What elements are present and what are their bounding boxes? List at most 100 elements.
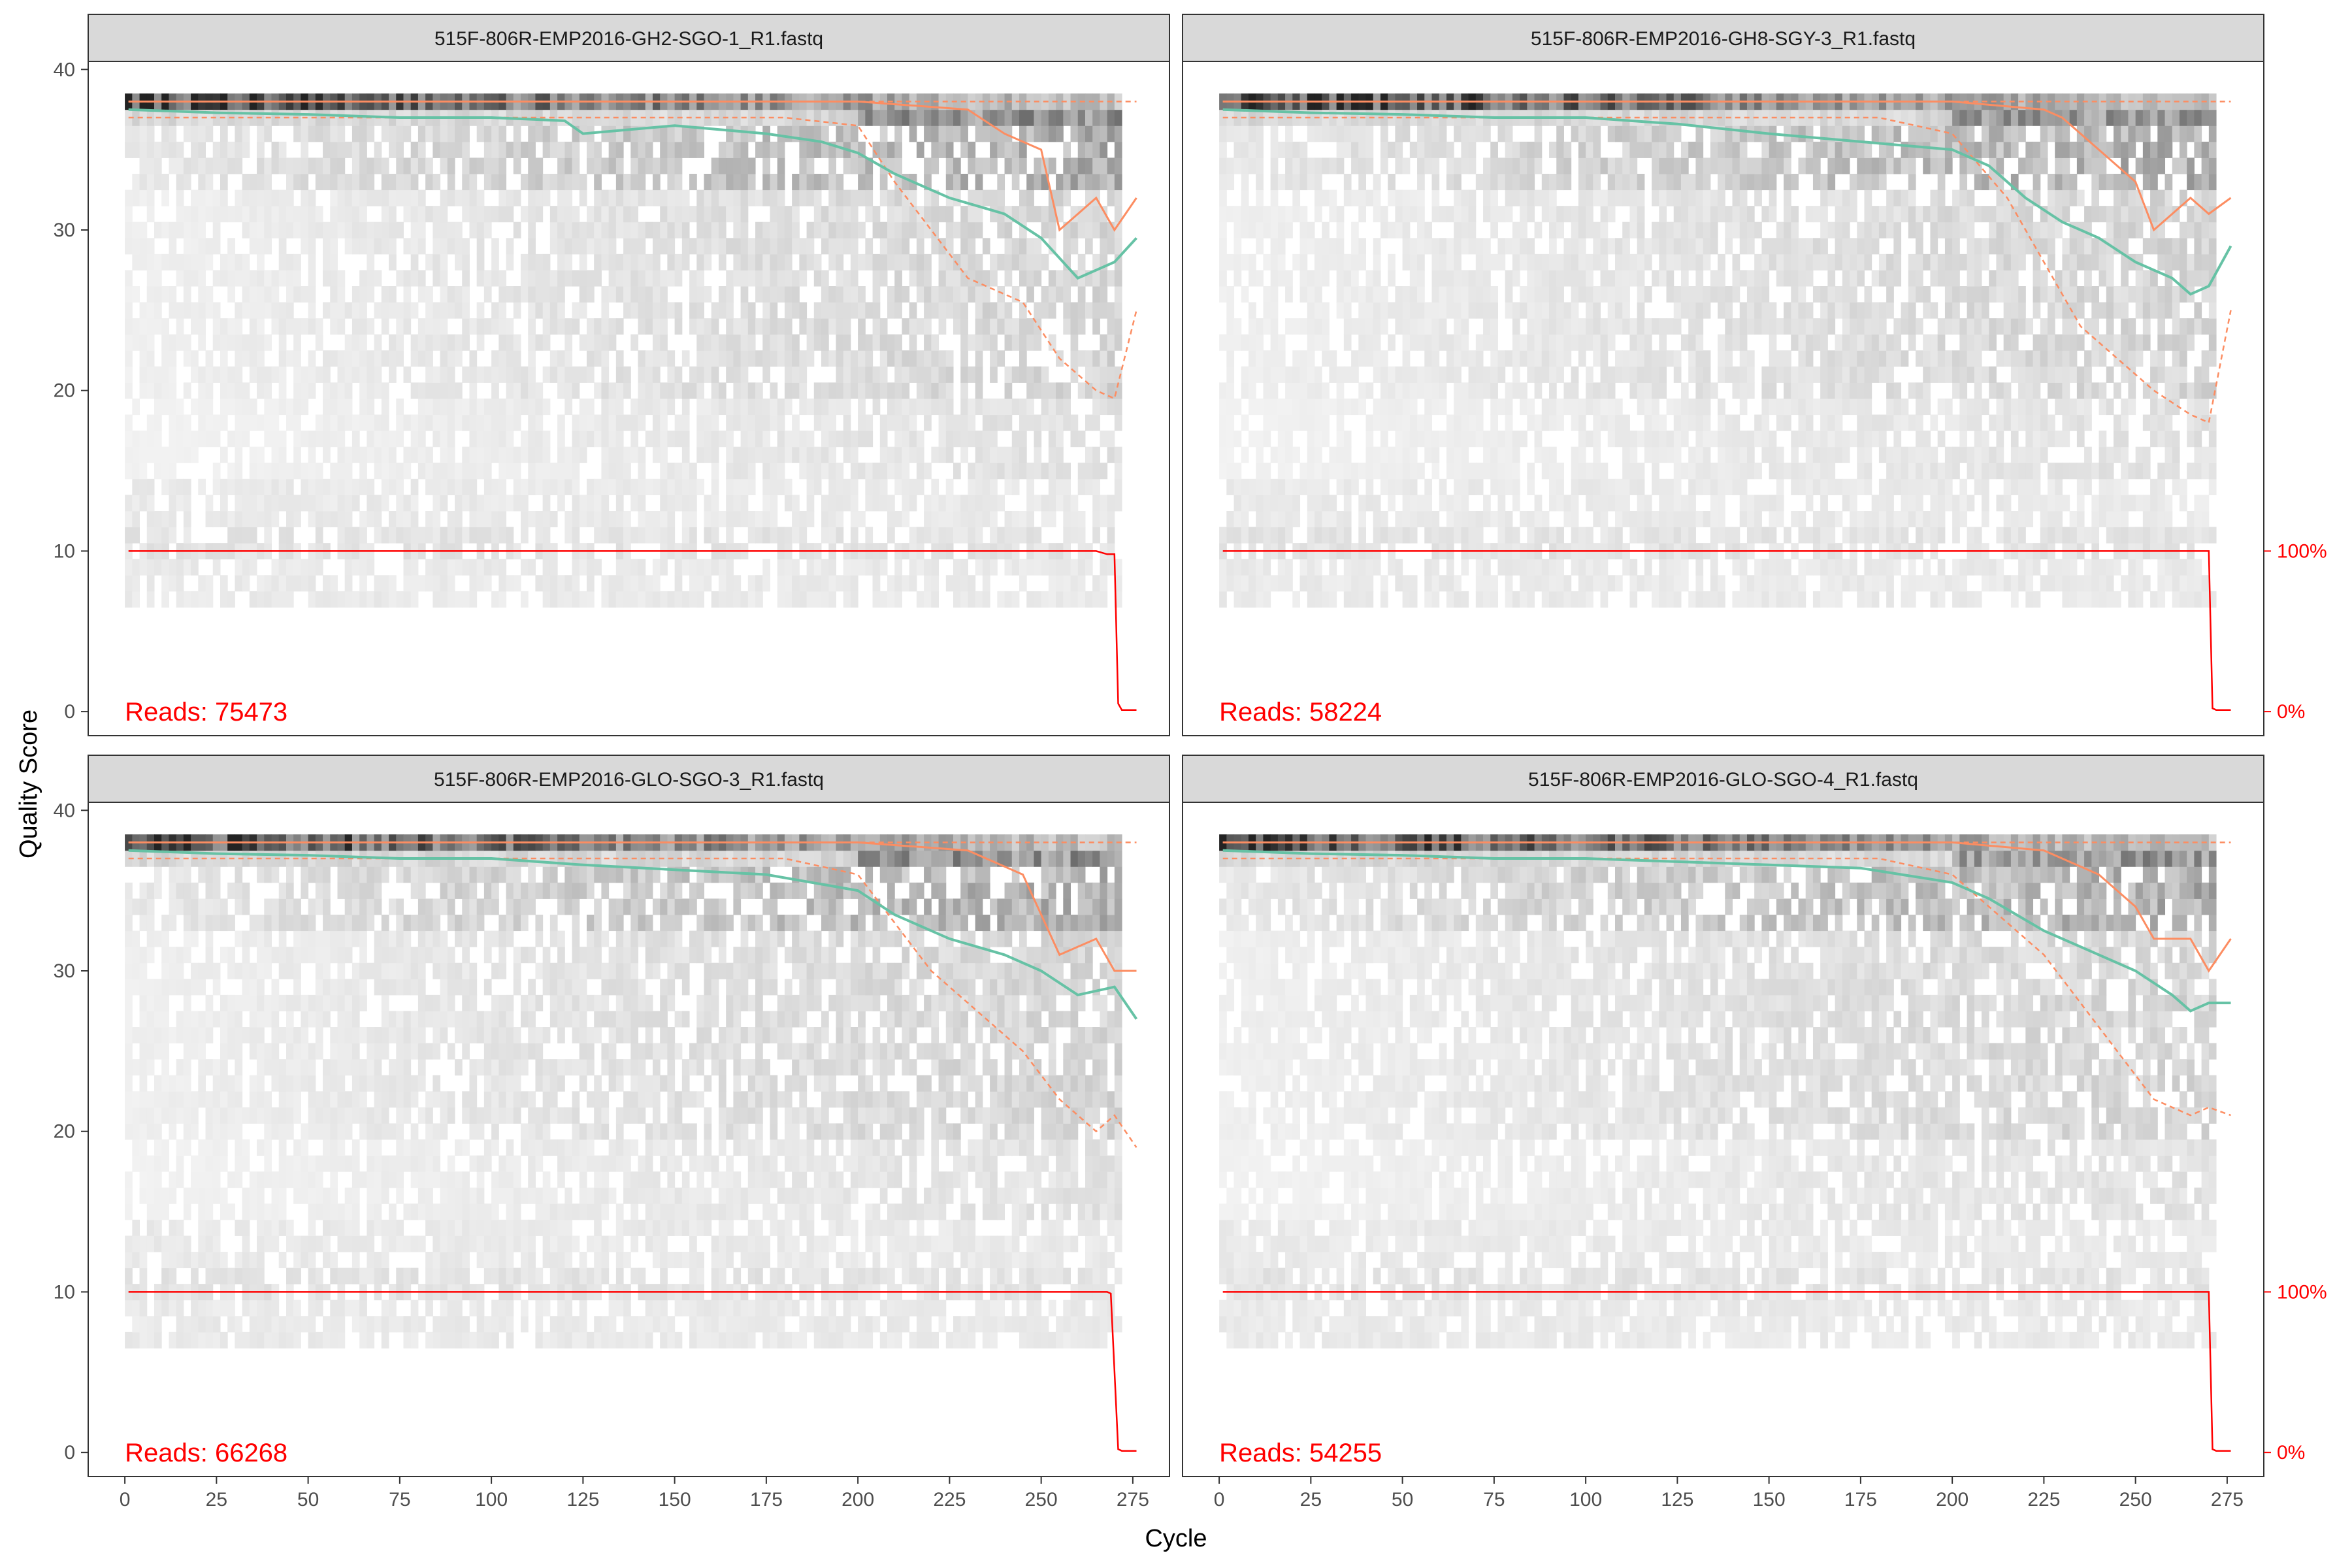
heatmap-cell — [513, 399, 521, 416]
heatmap-cell — [916, 286, 924, 303]
heatmap-cell — [1092, 414, 1100, 431]
heatmap-cell — [1011, 157, 1020, 174]
heatmap-cell — [1593, 431, 1601, 448]
heatmap-cell — [770, 446, 778, 463]
heatmap-cell — [146, 414, 155, 431]
heatmap-cell — [2084, 414, 2092, 431]
heatmap-cell — [1263, 431, 1271, 448]
heatmap-cell — [1417, 414, 1425, 431]
heatmap-cell — [220, 334, 228, 351]
heatmap-cell — [579, 431, 587, 448]
heatmap-cell — [564, 174, 573, 191]
heatmap-cell — [623, 238, 631, 255]
heatmap-cell — [975, 189, 983, 206]
heatmap-cell — [491, 253, 499, 270]
heatmap-cell — [1056, 93, 1064, 110]
heatmap-cell — [1070, 270, 1079, 287]
heatmap-cell — [843, 399, 851, 416]
heatmap-cell — [828, 382, 836, 399]
heatmap-cell — [1996, 399, 2004, 416]
heatmap-cell — [1100, 511, 1108, 528]
heatmap-cell — [242, 478, 250, 495]
heatmap-cell — [1468, 463, 1477, 480]
heatmap-cell — [586, 511, 595, 528]
heatmap-cell — [608, 253, 617, 270]
heatmap-cell — [865, 174, 874, 191]
heatmap-cell — [953, 270, 961, 287]
heatmap-cell — [476, 414, 485, 431]
heatmap-cell — [997, 414, 1005, 431]
heatmap-cell — [645, 591, 653, 608]
heatmap-cell — [1835, 431, 1843, 448]
heatmap-cell — [674, 206, 683, 223]
heatmap-cell — [1019, 238, 1027, 255]
heatmap-cell — [447, 125, 455, 142]
heatmap-cell — [615, 575, 624, 592]
heatmap-cell — [615, 174, 624, 191]
heatmap-cell — [425, 366, 433, 383]
heatmap-cell — [1365, 414, 1374, 431]
heatmap-cell — [997, 189, 1005, 206]
heatmap-cell — [1100, 206, 1108, 223]
heatmap-cell — [792, 591, 800, 608]
heatmap-cell — [755, 221, 763, 238]
heatmap-cell — [1520, 559, 1527, 576]
heatmap-cell — [1871, 366, 1880, 383]
heatmap-cell — [146, 366, 155, 383]
heatmap-cell — [308, 575, 316, 592]
heatmap-cell — [278, 446, 287, 463]
heatmap-cell — [960, 446, 968, 463]
heatmap-cell — [1967, 495, 1975, 512]
heatmap-cell — [564, 478, 573, 495]
heatmap-cell — [1011, 431, 1020, 448]
heatmap-cell — [2194, 495, 2202, 512]
heatmap-cell — [660, 414, 668, 431]
heatmap-cell — [513, 334, 521, 351]
heatmap-cell — [733, 141, 742, 158]
heatmap-cell — [740, 495, 749, 512]
heatmap-cell — [975, 206, 983, 223]
heatmap-cell — [711, 399, 719, 416]
heatmap-cell — [1850, 382, 1857, 399]
heatmap-cell — [323, 270, 331, 287]
heatmap-cell — [1871, 559, 1880, 576]
heatmap-cell — [403, 302, 412, 319]
heatmap-cell — [1343, 527, 1352, 544]
heatmap-cell — [762, 238, 770, 255]
heatmap-cell — [278, 399, 287, 416]
heatmap-cell — [1835, 382, 1843, 399]
heatmap-cell — [652, 527, 661, 544]
heatmap-cell — [1322, 463, 1330, 480]
heatmap-cell — [982, 157, 990, 174]
heatmap-cell — [220, 575, 228, 592]
heatmap-cell — [359, 174, 367, 191]
heatmap-cell — [572, 141, 580, 158]
heatmap-cell — [476, 253, 485, 270]
heatmap-cell — [425, 318, 433, 335]
heatmap-cell — [990, 478, 998, 495]
heatmap-cell — [1490, 478, 1498, 495]
heatmap-cell — [242, 109, 250, 126]
heatmap-cell — [1270, 382, 1279, 399]
heatmap-cell — [1952, 414, 1960, 431]
heatmap-cell — [638, 511, 646, 528]
heatmap-cell — [564, 591, 573, 608]
heatmap-cell — [1322, 431, 1330, 448]
heatmap-cell — [638, 270, 646, 287]
heatmap-cell — [2150, 511, 2158, 528]
heatmap-cell — [1388, 527, 1396, 544]
heatmap-cell — [1746, 463, 1755, 480]
heatmap-cell — [1063, 189, 1071, 206]
heatmap-cell — [652, 431, 661, 448]
heatmap-cell — [1857, 350, 1865, 367]
heatmap-cell — [652, 350, 661, 367]
heatmap-cell — [813, 559, 822, 576]
heatmap-cell — [462, 286, 470, 303]
heatmap-cell — [887, 189, 895, 206]
heatmap-cell — [564, 270, 573, 287]
heatmap-cell — [762, 189, 770, 206]
heatmap-cell — [1402, 399, 1411, 416]
heatmap-cell — [1431, 591, 1440, 608]
heatmap-cell — [792, 366, 800, 383]
heatmap-cell — [1034, 463, 1042, 480]
